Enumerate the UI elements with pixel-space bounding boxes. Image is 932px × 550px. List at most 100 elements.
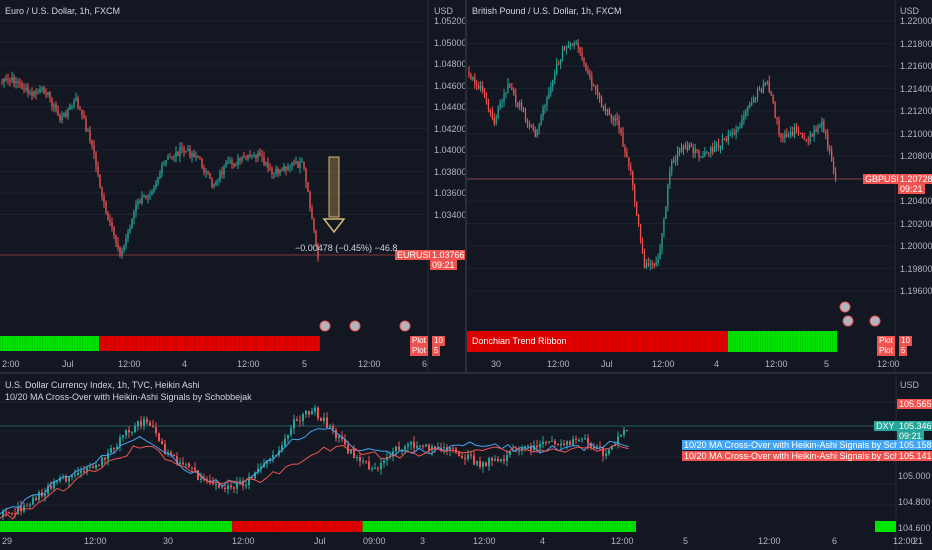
candle-body bbox=[255, 154, 257, 158]
candle-body bbox=[218, 484, 220, 488]
candle-body bbox=[468, 71, 470, 75]
candle-body bbox=[326, 417, 328, 428]
candle-body bbox=[29, 92, 31, 94]
candle-body bbox=[694, 149, 696, 154]
price-axis-label: 104.600 bbox=[898, 523, 931, 533]
eurusd-measure-label: −0.00478 (−0.45%) −46.8 bbox=[295, 243, 398, 253]
candle-body bbox=[53, 104, 55, 107]
candle-body bbox=[77, 472, 79, 476]
gbpusd-plot-label-1: Plot bbox=[877, 336, 895, 346]
candle-body bbox=[739, 127, 741, 129]
eurusd-chart-canvas[interactable] bbox=[0, 0, 465, 372]
candle-body bbox=[827, 134, 829, 148]
candle-body bbox=[284, 438, 286, 446]
dxy-chart-canvas[interactable] bbox=[0, 374, 932, 550]
candle-body bbox=[522, 108, 525, 113]
candle-body bbox=[265, 163, 267, 165]
candle-body bbox=[291, 163, 293, 167]
gbpusd-symbol-tag: GBPUSD bbox=[863, 174, 906, 184]
candle-body bbox=[470, 454, 472, 456]
price-axis-label: 1.04000 bbox=[434, 145, 465, 155]
dxy-currency: USD bbox=[900, 380, 920, 390]
candle-body bbox=[639, 223, 642, 242]
candle-body bbox=[283, 166, 285, 171]
candle-body bbox=[23, 89, 25, 91]
signal-marker-icon bbox=[842, 315, 854, 327]
dxy-time-tag: 09:21 bbox=[897, 431, 924, 441]
candle-body bbox=[786, 134, 788, 137]
candle-body bbox=[89, 466, 91, 468]
candle-body bbox=[575, 438, 577, 441]
candle-body bbox=[41, 87, 43, 90]
candle-body bbox=[245, 485, 247, 487]
candle-body bbox=[600, 98, 603, 107]
candle-body bbox=[482, 462, 484, 468]
candle-body bbox=[110, 448, 112, 453]
candle-body bbox=[657, 259, 659, 263]
candle-body bbox=[684, 145, 687, 147]
ribbon-segment bbox=[362, 521, 636, 532]
candle-body bbox=[188, 463, 190, 468]
candle-body bbox=[419, 445, 421, 447]
candle-body bbox=[247, 154, 249, 159]
price-axis-label: 1.21800 bbox=[900, 38, 932, 49]
eurusd-price-tag: 1.03766 bbox=[430, 250, 465, 260]
candle-body bbox=[308, 410, 310, 415]
candle-body bbox=[809, 133, 811, 142]
candle-body bbox=[478, 85, 480, 89]
candle-body bbox=[362, 460, 364, 462]
candle-body bbox=[485, 462, 487, 467]
down-arrow-icon bbox=[322, 218, 346, 234]
candle-body bbox=[503, 459, 505, 461]
candle-body bbox=[686, 146, 688, 150]
candle-body bbox=[63, 112, 65, 117]
candle-body bbox=[665, 206, 667, 219]
gbpusd-chart-pane[interactable]: British Pound / U.S. Dollar, 1h, FXCM US… bbox=[467, 0, 932, 372]
candle-body bbox=[455, 448, 457, 453]
candle-body bbox=[452, 447, 454, 449]
candle-body bbox=[500, 459, 502, 462]
candle-body bbox=[89, 130, 91, 141]
pane-divider-vertical[interactable] bbox=[465, 0, 467, 372]
candle-body bbox=[350, 449, 352, 454]
pane-divider-horizontal[interactable] bbox=[0, 372, 932, 374]
candle-body bbox=[365, 460, 367, 462]
price-axis-label: 1.04200 bbox=[434, 123, 465, 134]
candle-body bbox=[513, 90, 515, 95]
candle-body bbox=[805, 139, 807, 141]
candle-body bbox=[241, 156, 243, 161]
candle-body bbox=[11, 512, 13, 514]
time-axis-label: 12:00 bbox=[611, 536, 634, 546]
candle-body bbox=[515, 94, 517, 103]
candle-body bbox=[161, 165, 163, 174]
candle-body bbox=[183, 148, 185, 152]
dxy-chart-pane[interactable]: U.S. Dollar Currency Index, 1h, TVC, Hei… bbox=[0, 374, 932, 550]
candle-body bbox=[38, 492, 40, 500]
candle-body bbox=[43, 87, 45, 94]
candle-body bbox=[201, 158, 203, 168]
candle-body bbox=[193, 153, 195, 158]
candle-body bbox=[159, 173, 161, 179]
candle-body bbox=[263, 157, 265, 165]
candle-body bbox=[474, 77, 476, 85]
candle-body bbox=[170, 452, 172, 455]
candle-body bbox=[249, 154, 251, 157]
gbpusd-price-tag: 1.20728 bbox=[898, 174, 932, 184]
candle-body bbox=[526, 119, 529, 125]
candle-body bbox=[205, 171, 207, 173]
candle-body bbox=[583, 57, 585, 64]
eurusd-chart-pane[interactable]: Euro / U.S. Dollar, 1h, FXCM USD 1.05200… bbox=[0, 0, 465, 372]
candle-body bbox=[122, 435, 124, 438]
gbpusd-chart-canvas[interactable] bbox=[467, 0, 932, 372]
candle-body bbox=[56, 480, 58, 483]
pane-background bbox=[467, 0, 932, 372]
candle-body bbox=[86, 467, 88, 473]
candle-body bbox=[509, 83, 511, 88]
candle-body bbox=[557, 443, 559, 446]
candle-body bbox=[293, 419, 295, 429]
ribbon-segment bbox=[467, 331, 728, 352]
candle-body bbox=[67, 109, 69, 117]
candle-body bbox=[725, 139, 727, 141]
candle-body bbox=[261, 155, 263, 158]
candle-body bbox=[497, 107, 499, 119]
